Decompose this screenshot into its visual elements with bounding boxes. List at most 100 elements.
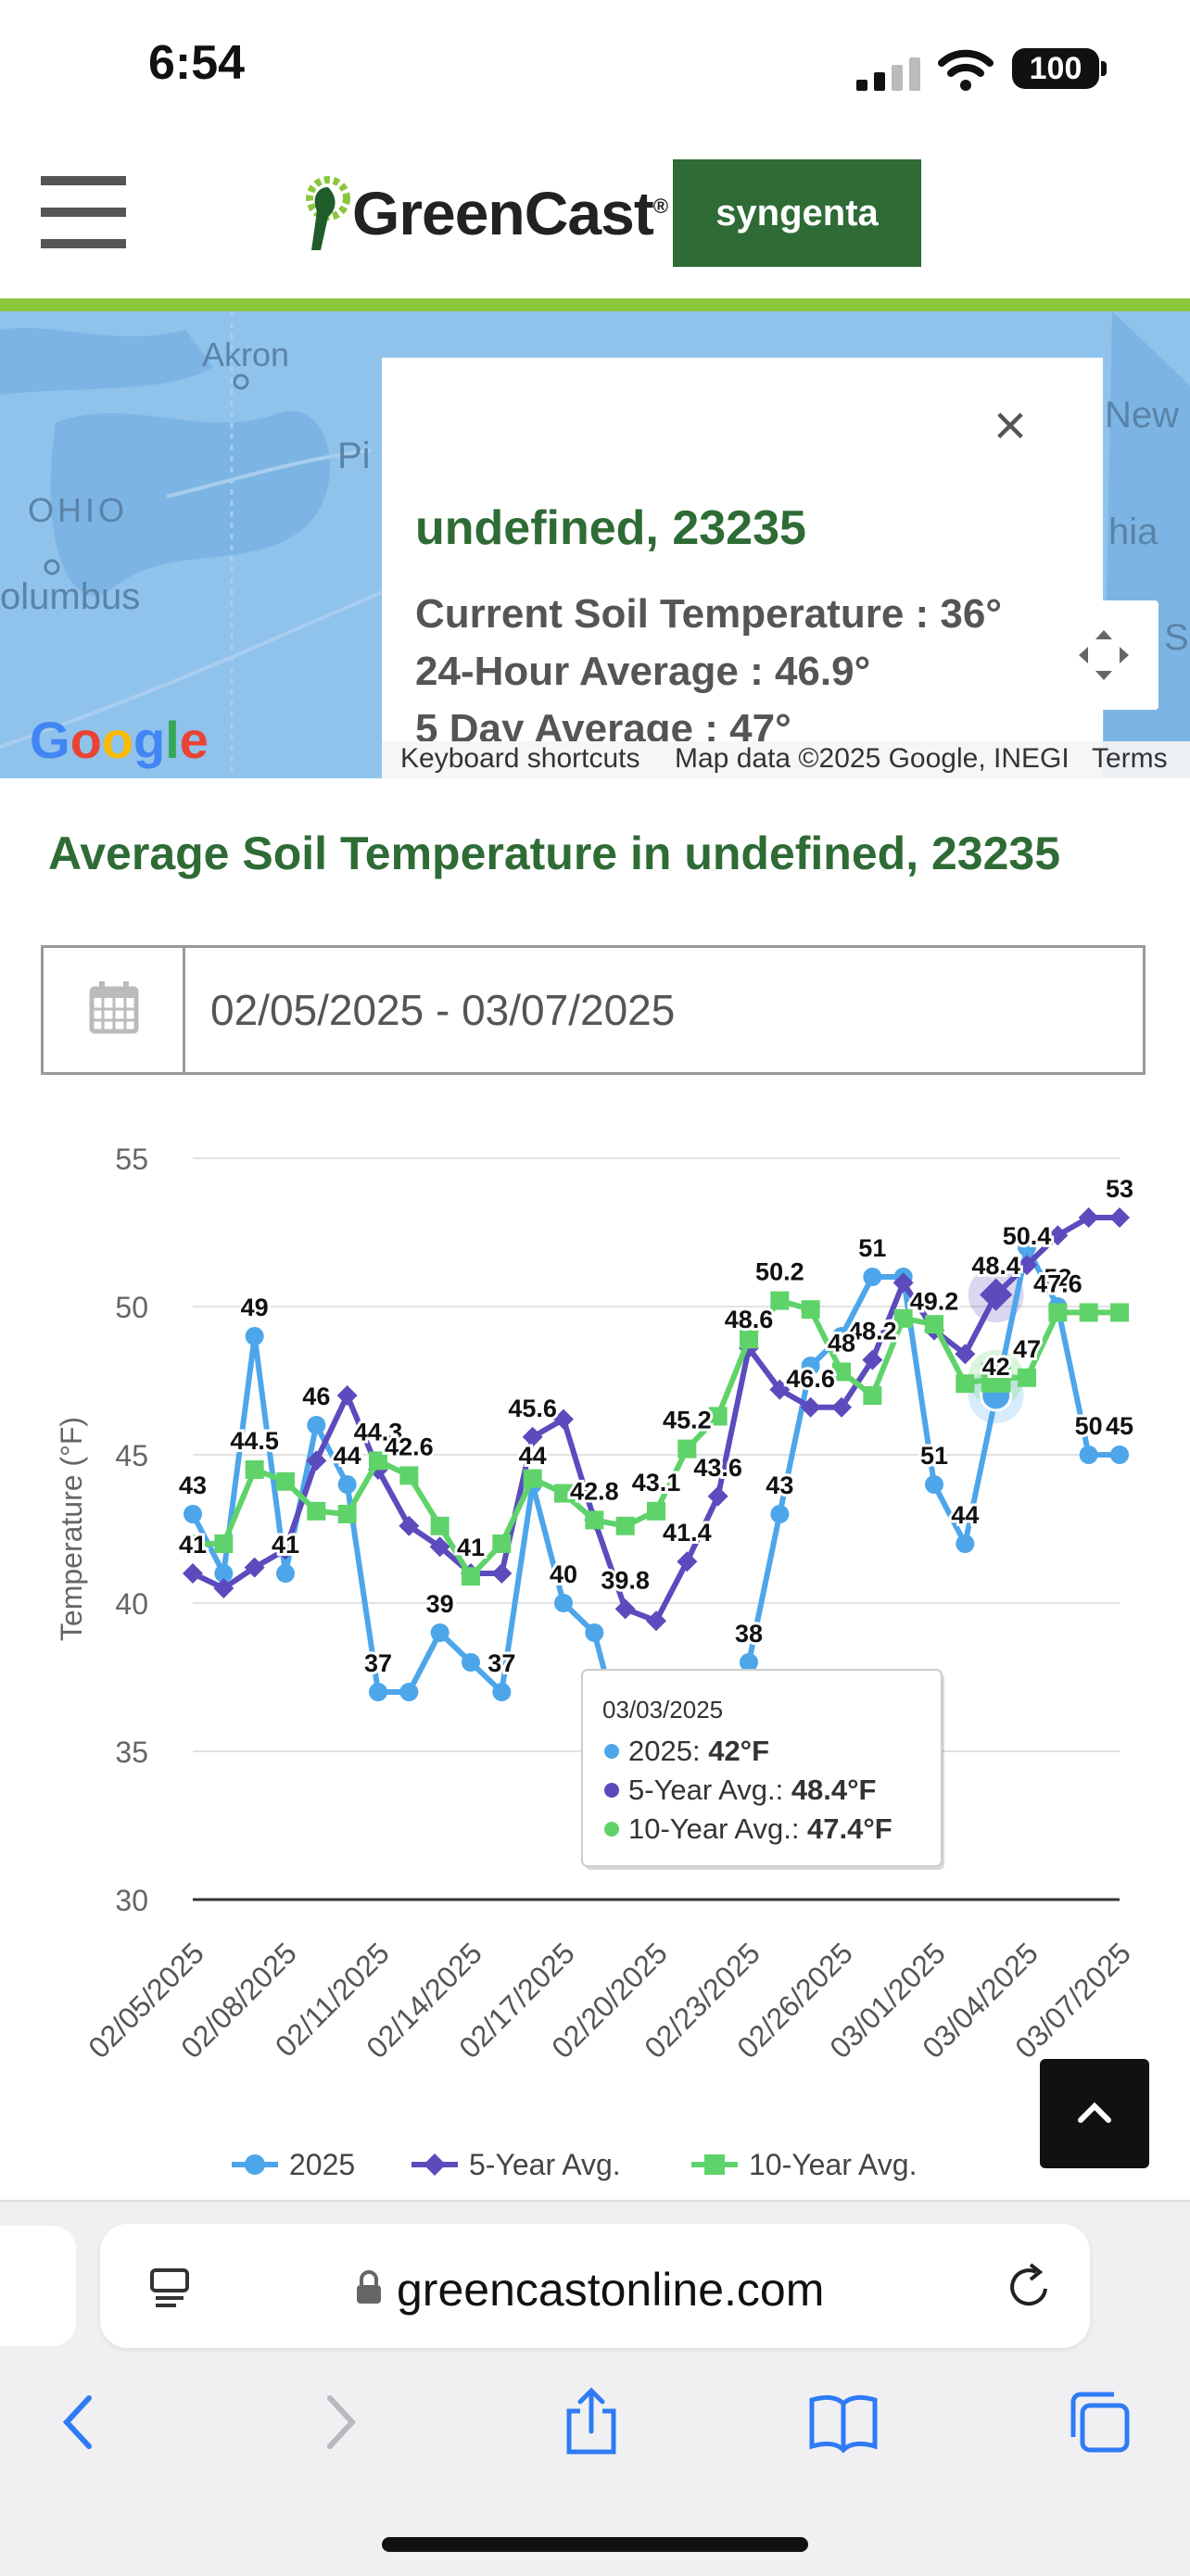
- chevron-up-icon: [1078, 2102, 1111, 2123]
- close-icon[interactable]: ×: [993, 394, 1028, 458]
- greencast-logo-icon: [306, 176, 350, 250]
- data-point: [337, 1505, 357, 1523]
- data-point: [399, 1466, 419, 1485]
- menu-icon[interactable]: [41, 176, 126, 248]
- bookmarks-icon[interactable]: [806, 2385, 880, 2459]
- data-point: [1078, 1207, 1099, 1228]
- data-point: [369, 1451, 387, 1471]
- legend-label[interactable]: 5-Year Avg.: [469, 2148, 621, 2181]
- data-label: 46.6: [786, 1365, 835, 1393]
- data-point: [184, 1534, 202, 1553]
- data-label: 50.2: [755, 1258, 804, 1286]
- data-point: [740, 1330, 758, 1349]
- wifi-icon: [938, 49, 994, 91]
- legend-label[interactable]: 2025: [289, 2148, 355, 2181]
- data-label: 44: [334, 1442, 361, 1470]
- data-label: 41: [179, 1531, 207, 1559]
- data-point: [801, 1357, 820, 1375]
- data-point: [708, 1407, 728, 1426]
- data-label: 50.4: [1003, 1222, 1052, 1250]
- map-data-credit: Map data ©2025 Google, INEGI: [675, 743, 1070, 774]
- previous-tab[interactable]: [0, 2226, 76, 2346]
- map-label-pittsburgh: Pi: [337, 436, 371, 476]
- calendar-button[interactable]: [44, 948, 185, 1072]
- reader-mode-icon[interactable]: [146, 2265, 193, 2311]
- data-label: 41.4: [663, 1519, 712, 1547]
- tooltip-dot: [604, 1822, 619, 1837]
- tooltip-date: 03/03/2025: [602, 1696, 723, 1724]
- data-point: [801, 1300, 820, 1320]
- data-point: [306, 1450, 327, 1471]
- data-point: [769, 1379, 791, 1400]
- tabs-icon[interactable]: [1060, 2385, 1134, 2459]
- data-point: [740, 1653, 758, 1672]
- tooltip-box: [581, 1669, 943, 1867]
- data-label: 47.6: [1033, 1269, 1082, 1297]
- data-point: [307, 1501, 326, 1521]
- map-label-new: New: [1105, 395, 1180, 436]
- data-label: 48.6: [725, 1306, 774, 1333]
- back-to-top-button[interactable]: [1040, 2059, 1149, 2168]
- data-point: [647, 1501, 665, 1521]
- date-range-picker[interactable]: 02/05/2025 - 03/07/2025: [41, 945, 1146, 1075]
- data-point: [980, 1278, 1013, 1311]
- data-point: [554, 1594, 573, 1612]
- data-point: [275, 1539, 296, 1560]
- data-label: 45.6: [508, 1395, 557, 1422]
- data-point: [831, 1396, 852, 1418]
- data-label: 41: [457, 1534, 485, 1561]
- forward-icon[interactable]: [302, 2385, 376, 2459]
- map-label-ohio: OHIO: [28, 491, 129, 529]
- data-label: 44: [951, 1501, 979, 1529]
- data-point: [862, 1349, 883, 1370]
- y-tick-label: 30: [115, 1884, 148, 1917]
- data-point: [214, 1564, 234, 1583]
- data-point: [955, 1344, 976, 1365]
- data-label: 44.5: [230, 1427, 279, 1455]
- data-point: [369, 1683, 387, 1701]
- data-point: [213, 1578, 234, 1598]
- legend-marker: [424, 2153, 446, 2176]
- back-icon[interactable]: [43, 2385, 117, 2459]
- home-indicator: [382, 2537, 808, 2552]
- date-range-value: 02/05/2025 - 03/07/2025: [210, 986, 676, 1034]
- google-logo: Google: [30, 711, 209, 769]
- data-point: [893, 1308, 913, 1328]
- legend-label[interactable]: 10-Year Avg.: [749, 2148, 917, 2181]
- data-label: 42: [982, 1353, 1010, 1381]
- data-point: [554, 1484, 573, 1503]
- data-label: 51: [858, 1234, 886, 1262]
- data-point: [646, 1610, 666, 1632]
- data-point: [430, 1623, 449, 1642]
- data-point: [677, 1551, 698, 1572]
- data-point: [553, 1408, 574, 1430]
- data-label: 37: [487, 1649, 515, 1677]
- data-label: 43.6: [693, 1454, 742, 1482]
- data-point: [863, 1268, 882, 1286]
- address-bar[interactable]: [100, 2224, 1090, 2348]
- keyboard-shortcuts-link[interactable]: Keyboard shortcuts: [400, 743, 640, 774]
- data-label: 45.2: [663, 1407, 712, 1434]
- data-point: [1109, 1207, 1130, 1228]
- data-point: [832, 1362, 851, 1382]
- calendar-icon: [89, 981, 139, 1034]
- data-label: 43.1: [632, 1469, 681, 1496]
- data-point: [832, 1327, 851, 1345]
- data-point: [956, 1534, 975, 1553]
- fullscreen-icon[interactable]: [1049, 600, 1158, 710]
- data-point: [430, 1516, 449, 1535]
- y-tick-label: 45: [115, 1439, 148, 1472]
- data-point: [614, 1598, 636, 1620]
- y-tick-label: 35: [115, 1736, 148, 1769]
- data-label: 50: [1075, 1412, 1103, 1440]
- url-text[interactable]: greencastonline.com: [397, 2264, 825, 2316]
- data-label: 43: [766, 1471, 793, 1499]
- info-window-title: undefined, 23235: [415, 501, 806, 555]
- data-point: [491, 1563, 513, 1584]
- city-marker-icon: [44, 559, 60, 575]
- header-accent-bar: [0, 298, 1190, 311]
- share-icon[interactable]: [554, 2385, 628, 2459]
- reload-icon[interactable]: [1003, 2261, 1055, 2313]
- terms-link[interactable]: Terms: [1092, 743, 1168, 774]
